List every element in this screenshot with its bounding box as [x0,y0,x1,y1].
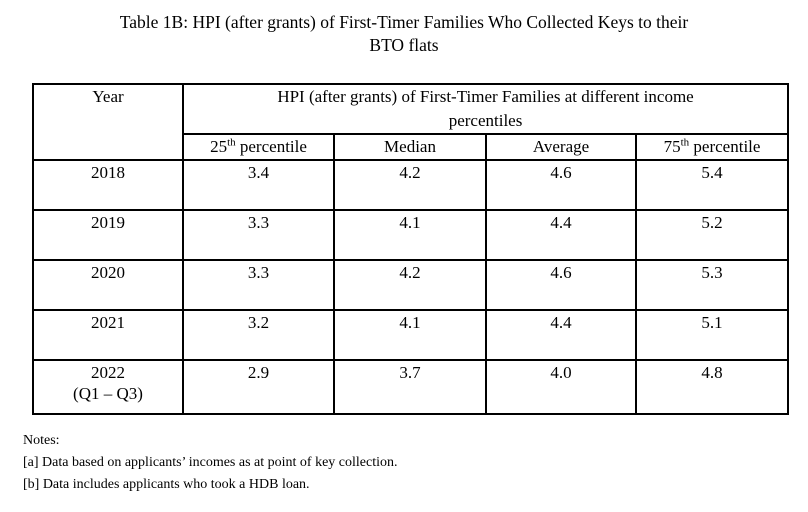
page-title-line1: Table 1B: HPI (after grants) of First-Ti… [119,12,689,32]
subheader-median: Median [333,133,487,161]
note-item-a: [a] Data based on applicants’ incomes as… [23,455,398,470]
value-cell: 4.1 [333,309,487,361]
value-cell: 4.6 [485,159,637,211]
subheader-75th-percentile: 75th percentile [634,133,790,161]
year-value: 2021 [91,313,125,332]
group-header-line1: HPI (after grants) of First-Timer Famili… [277,87,694,106]
year-cell: 2021 [32,309,184,361]
note-item-b: [b] Data includes applicants who took a … [23,477,310,492]
subheader-superscript: th [227,136,236,149]
page-title: Table 1B: HPI (after grants) of First-Ti… [0,11,808,57]
year-value: 2022 [91,363,125,382]
year-column-header: Year [32,83,184,161]
value-cell: 4.6 [485,259,637,311]
value-cell: 3.3 [182,209,335,261]
year-value-line2: (Q1 – Q3) [73,384,143,403]
subheader-text: percentile [689,137,761,156]
year-value: 2018 [91,163,125,182]
value-cell: 4.4 [485,209,637,261]
subheader-text: Average [532,137,590,156]
group-header-cell: HPI (after grants) of First-Timer Famili… [181,83,790,135]
subheader-text: 75 [663,137,681,156]
year-cell: 2022 (Q1 – Q3) [32,359,184,415]
year-value: 2020 [91,263,125,282]
value-cell: 3.2 [182,309,335,361]
page-title-line2: BTO flats [369,35,439,55]
value-cell: 5.4 [634,159,790,211]
value-cell: 4.2 [333,159,487,211]
table-row-2018: 2018 3.4 4.2 4.6 5.4 [32,159,790,211]
table-row-2019: 2019 3.3 4.1 4.4 5.2 [32,209,790,261]
hpi-table: Year HPI (after grants) of First-Timer F… [32,83,790,415]
table-row-2022: 2022 (Q1 – Q3) 2.9 3.7 4.0 4.8 [32,359,790,415]
year-cell: 2018 [32,159,184,211]
subheader-25th-percentile: 25th percentile [182,133,335,161]
notes-heading: Notes: [23,433,60,448]
table-row-2020: 2020 3.3 4.2 4.6 5.3 [32,259,790,311]
value-cell: 4.0 [485,359,637,415]
value-cell: 4.4 [485,309,637,361]
group-header-line2: percentiles [448,111,523,130]
value-cell: 5.3 [634,259,790,311]
value-cell: 5.1 [634,309,790,361]
table-header-row-group: Year HPI (after grants) of First-Timer F… [32,83,790,161]
table-subheader-row: 25th percentile Median Average 75th perc… [33,133,790,161]
notes-section: Notes: [a] Data based on applicants’ inc… [23,430,398,496]
value-cell: 3.4 [182,159,335,211]
value-cell: 4.1 [333,209,487,261]
year-cell: 2019 [32,209,184,261]
subheader-average: Average [485,133,637,161]
value-cell: 2.9 [182,359,335,415]
value-cell: 4.2 [333,259,487,311]
subheader-superscript: th [680,136,690,149]
table-row-2021: 2021 3.2 4.1 4.4 5.1 [32,309,790,361]
year-cell: 2020 [32,259,184,311]
value-cell: 3.7 [333,359,487,415]
subheader-text: percentile [235,137,307,156]
value-cell: 4.8 [634,359,790,415]
value-cell: 3.3 [182,259,335,311]
subheader-text: Median [384,137,436,156]
subheader-text: 25 [210,137,228,156]
value-cell: 5.2 [634,209,790,261]
year-value: 2019 [91,213,125,232]
